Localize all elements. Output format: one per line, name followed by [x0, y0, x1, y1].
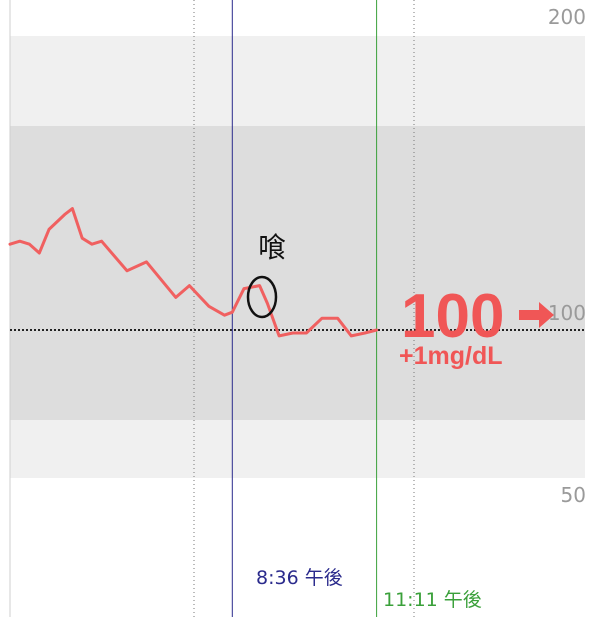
y-tick-label-100: 100 — [548, 301, 586, 325]
glucose-delta: +1mg/dL — [399, 342, 503, 370]
current-glucose-value: 100 — [401, 282, 504, 351]
marker-label-836: 8:36 午後 — [256, 567, 343, 589]
target-range-band — [10, 126, 585, 420]
arrow-right-icon — [519, 302, 554, 328]
marker-label-1111: 11:11 午後 — [383, 589, 482, 611]
circle-marker-icon — [246, 275, 278, 319]
glucose-series-line — [8, 207, 379, 338]
lower-light-band — [10, 420, 585, 478]
y-tick-label-200: 200 — [548, 5, 586, 29]
annotation-text: 喰 — [258, 231, 286, 264]
upper-light-band — [10, 36, 585, 126]
y-tick-label-50: 50 — [561, 483, 586, 507]
